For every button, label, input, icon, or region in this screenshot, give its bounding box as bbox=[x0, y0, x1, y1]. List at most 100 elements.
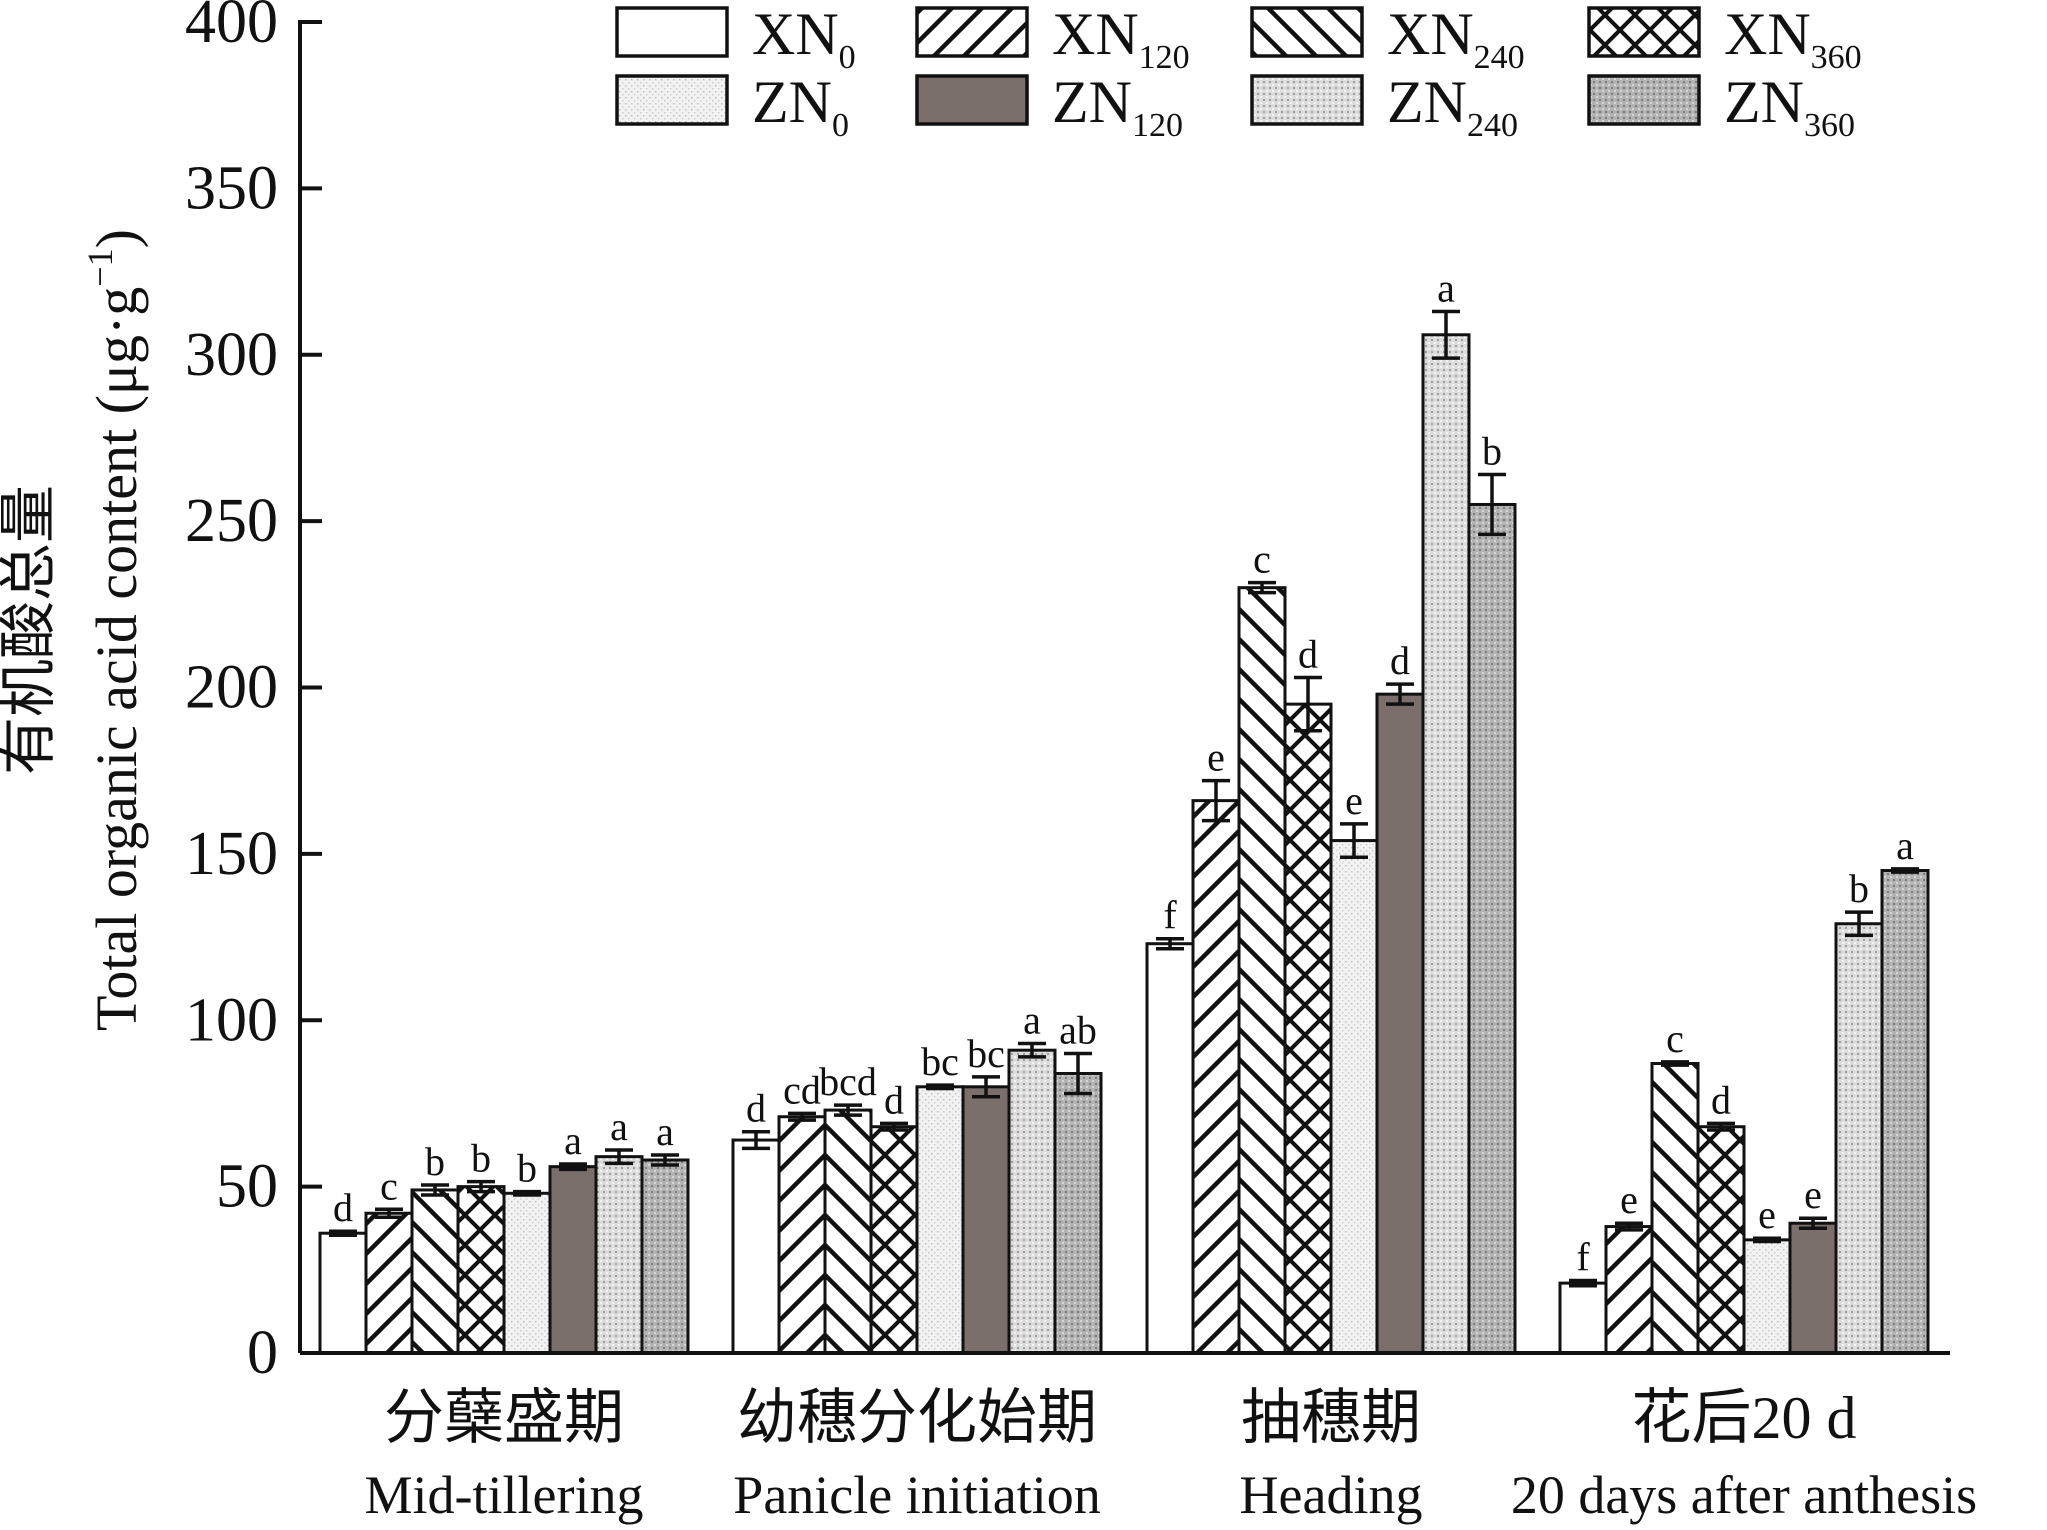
legend-item-ZN120: ZN120 bbox=[915, 69, 1183, 144]
bar-XN0-2 bbox=[1145, 942, 1195, 1355]
significance-letter: d bbox=[746, 1086, 766, 1131]
significance-letter: e bbox=[1804, 1172, 1822, 1217]
y-axis-title-cn: 有机酸总量 bbox=[0, 485, 61, 775]
bar-ZN120-0 bbox=[548, 1165, 598, 1355]
legend-label-subscript: 240 bbox=[1474, 39, 1525, 76]
error-bar-ZN360-3 bbox=[1891, 867, 1919, 874]
bar-XN240-0 bbox=[410, 1188, 460, 1355]
error-bar-XN120-0 bbox=[375, 1207, 403, 1219]
y-tick-label: 400 bbox=[185, 0, 278, 56]
error-bar-ZN0-1 bbox=[926, 1083, 954, 1091]
error-bar-ZN120-0 bbox=[559, 1162, 587, 1172]
bar-ZN0-0 bbox=[502, 1191, 552, 1355]
legend-swatch bbox=[615, 74, 729, 126]
significance-letter: ab bbox=[1059, 1008, 1097, 1053]
legend-label-subscript: 120 bbox=[1139, 39, 1190, 76]
bar-XN240-2 bbox=[1237, 586, 1287, 1355]
legend-item-ZN240: ZN240 bbox=[1250, 69, 1518, 144]
legend-swatch bbox=[915, 74, 1029, 126]
legend-item-XN120: XN120 bbox=[915, 1, 1190, 76]
legend-item-ZN0: ZN0 bbox=[615, 69, 849, 144]
legend-swatch bbox=[915, 6, 1029, 58]
significance-letter: cd bbox=[783, 1067, 821, 1112]
y-axis-title-superscript: −1 bbox=[80, 248, 120, 286]
bar-XN120-2 bbox=[1191, 799, 1241, 1355]
bar-XN240-1 bbox=[823, 1108, 873, 1355]
error-bar-XN360-2 bbox=[1294, 675, 1322, 733]
significance-letter: d bbox=[1711, 1077, 1731, 1122]
significance-letter: e bbox=[1345, 778, 1363, 823]
significance-letter: d bbox=[1298, 632, 1318, 677]
error-bar-XN0-0 bbox=[329, 1229, 357, 1237]
bar-ZN240-1 bbox=[1007, 1048, 1057, 1355]
bar-XN360-3 bbox=[1696, 1125, 1746, 1355]
significance-letter: c bbox=[1666, 1016, 1684, 1061]
x-category-label-en: Panicle initiation bbox=[733, 1465, 1100, 1525]
error-bar-XN0-2 bbox=[1156, 936, 1184, 951]
bar-XN360-1 bbox=[869, 1125, 919, 1355]
y-axis-title-en-main: Total organic acid content (μg·g bbox=[84, 287, 149, 1031]
x-category-label-en: Mid-tillering bbox=[365, 1465, 644, 1525]
legend-label-subscript: 120 bbox=[1132, 107, 1183, 144]
error-bar-ZN0-2 bbox=[1340, 822, 1368, 859]
significance-letter: a bbox=[1023, 998, 1041, 1043]
significance-letter: a bbox=[610, 1104, 628, 1149]
error-bar-XN240-2 bbox=[1248, 580, 1276, 595]
legend-label-subscript: 360 bbox=[1811, 39, 1862, 76]
legend-label: ZN240 bbox=[1387, 69, 1518, 144]
legend-label-main: XN bbox=[1052, 1, 1139, 67]
significance-letter: bc bbox=[967, 1031, 1005, 1076]
significance-letter: e bbox=[1758, 1192, 1776, 1237]
error-bar-ZN120-3 bbox=[1799, 1216, 1827, 1230]
legend-label: XN360 bbox=[1724, 1, 1862, 76]
significance-letter: e bbox=[1207, 735, 1225, 780]
error-bar-ZN0-0 bbox=[513, 1189, 541, 1197]
x-category-label-cn: 抽穗期 bbox=[1241, 1385, 1421, 1451]
significance-letter: bcd bbox=[819, 1059, 877, 1104]
y-tick-label: 0 bbox=[247, 1319, 278, 1387]
error-bar-XN240-0 bbox=[421, 1183, 449, 1197]
error-bar-ZN120-2 bbox=[1386, 682, 1414, 706]
legend-label: XN240 bbox=[1387, 1, 1525, 76]
error-bar-XN0-3 bbox=[1569, 1278, 1597, 1288]
bars-layer bbox=[318, 309, 1930, 1355]
legend-label: ZN0 bbox=[752, 69, 849, 144]
legend-label: ZN360 bbox=[1724, 69, 1855, 144]
significance-letter: bc bbox=[921, 1039, 959, 1084]
error-bar-ZN120-1 bbox=[972, 1075, 1000, 1099]
y-tick-label: 100 bbox=[185, 986, 278, 1054]
legend-label-main: ZN bbox=[1387, 69, 1467, 135]
bar-ZN0-2 bbox=[1329, 839, 1379, 1355]
error-bar-XN240-3 bbox=[1661, 1060, 1689, 1067]
legend-label-main: ZN bbox=[1052, 69, 1132, 135]
error-bar-ZN360-0 bbox=[651, 1153, 679, 1167]
significance-letter: d bbox=[1390, 638, 1410, 683]
bar-XN0-3 bbox=[1558, 1281, 1608, 1355]
y-tick-label: 350 bbox=[185, 154, 278, 222]
legend-label-main: ZN bbox=[1724, 69, 1804, 135]
error-bar-XN360-0 bbox=[467, 1179, 495, 1194]
legend-swatch bbox=[1587, 6, 1701, 58]
labels-layer: ddffccdeebbcdccbdddbbceeabcdeaaabaabba05… bbox=[0, 0, 1977, 1525]
legend-item-XN0: XN0 bbox=[615, 1, 856, 76]
legend-item-XN240: XN240 bbox=[1250, 1, 1525, 76]
bar-XN0-1 bbox=[731, 1138, 781, 1355]
bar-XN360-0 bbox=[456, 1185, 506, 1355]
error-bar-XN120-3 bbox=[1615, 1221, 1643, 1232]
legend-label-subscript: 0 bbox=[832, 107, 849, 144]
significance-letter: d bbox=[333, 1185, 353, 1230]
x-category-label-cn: 幼穗分化始期 bbox=[737, 1385, 1097, 1451]
legend-swatch bbox=[615, 6, 729, 58]
error-bar-XN120-2 bbox=[1202, 778, 1230, 823]
legend-label-subscript: 240 bbox=[1467, 107, 1518, 144]
bar-ZN360-0 bbox=[640, 1158, 690, 1355]
x-category-label-en: Heading bbox=[1240, 1465, 1423, 1525]
error-bar-ZN240-1 bbox=[1018, 1041, 1046, 1059]
bar-XN120-0 bbox=[364, 1211, 414, 1355]
y-axis-title-close: ) bbox=[84, 229, 149, 248]
bar-XN120-3 bbox=[1604, 1225, 1654, 1355]
legend-label-main: XN bbox=[1724, 1, 1811, 67]
y-tick-label: 50 bbox=[216, 1153, 278, 1221]
y-tick-label: 250 bbox=[185, 487, 278, 555]
